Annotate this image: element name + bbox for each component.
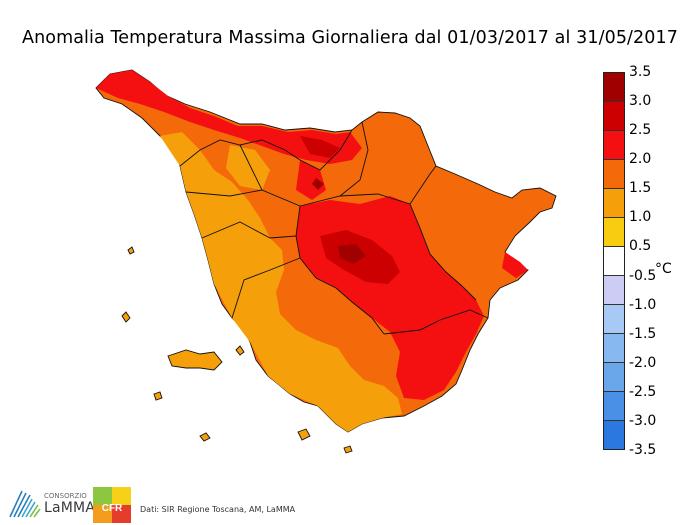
colorbar-tick-label: 0.5: [629, 238, 652, 255]
map-title: Anomalia Temperatura Massima Giornaliera…: [22, 28, 678, 48]
colorbar-tick-label: -0.5: [629, 267, 657, 284]
colorbar-segment: [604, 218, 624, 247]
colorbar-segment: [604, 73, 624, 102]
island-elba: [167, 349, 223, 371]
island-gorgona: [127, 246, 135, 255]
colorbar-tick-label: 1.0: [629, 209, 652, 226]
colorbar-tick-label: -3.5: [629, 442, 657, 458]
colorbar-unit: °C: [655, 261, 672, 277]
colorbar-segment: [604, 247, 624, 276]
lamma-small-text: CONSORZIO: [44, 492, 87, 500]
colorbar-segment: [604, 334, 624, 363]
island-montecristo: [199, 432, 211, 442]
colorbar-tick-label: -2.5: [629, 383, 657, 400]
colorbar-tick-label: -3.0: [629, 412, 657, 429]
source-text: Dati: SIR Regione Toscana, AM, LaMMA: [140, 505, 296, 514]
colorbar-segment: [604, 189, 624, 218]
colorbar-segment: [604, 102, 624, 131]
colorbar-tick-label: 2.0: [629, 151, 652, 168]
island-giannutri: [343, 445, 353, 454]
cfr-logo-icon: CFR: [93, 487, 131, 523]
colorbar: [603, 72, 625, 450]
colorbar-segment: [604, 421, 624, 449]
colorbar-tick-label: 3.5: [629, 64, 652, 80]
island-capraia: [121, 311, 131, 323]
colorbar-segment: [604, 131, 624, 160]
colorbar-tick-label: -1.5: [629, 325, 657, 342]
colorbar-tick-label: -1.0: [629, 296, 657, 313]
colorbar-tick-label: 1.5: [629, 180, 652, 197]
colorbar-segment: [604, 305, 624, 334]
colorbar-segment: [604, 363, 624, 392]
colorbar-segment: [604, 276, 624, 305]
island-pianosa: [153, 391, 163, 401]
cfr-label: CFR: [102, 503, 123, 514]
lamma-name: LaMMA: [44, 500, 96, 516]
colorbar-tick-label: 3.0: [629, 93, 652, 110]
colorbar-tick-label: 2.5: [629, 122, 652, 139]
colorbar-tick-label: -2.0: [629, 354, 657, 371]
island-giglio: [297, 428, 311, 441]
lamma-logo-icon: [9, 490, 41, 518]
colorbar-segment: [604, 392, 624, 421]
colorbar-segment: [604, 160, 624, 189]
